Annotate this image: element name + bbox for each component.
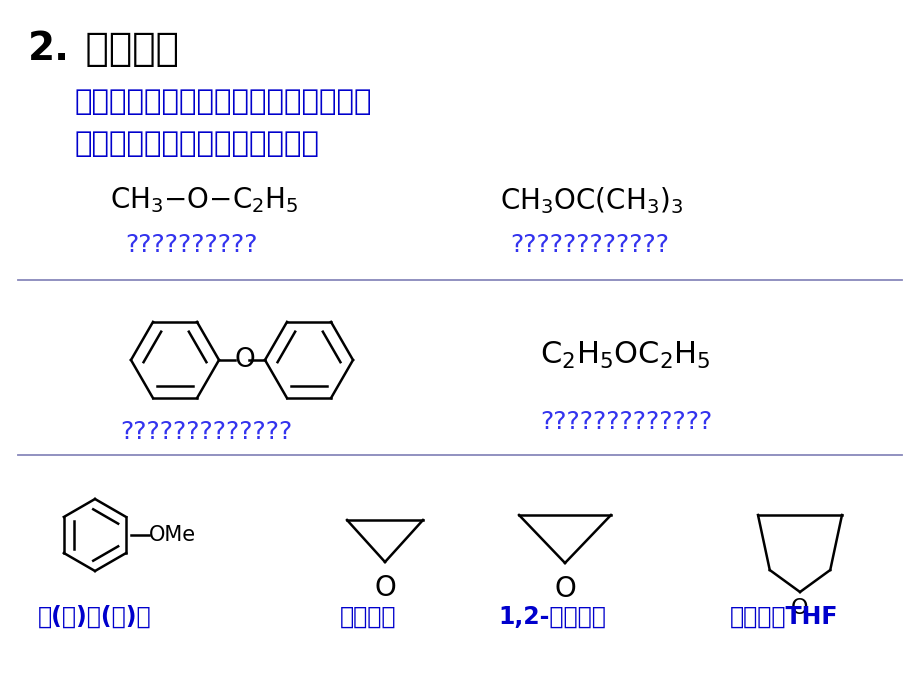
- Text: 1,2-环氧丙烷: 1,2-环氧丙烷: [497, 605, 606, 629]
- Text: $\mathregular{CH_3OC(CH_3)_3}$: $\mathregular{CH_3OC(CH_3)_3}$: [499, 185, 683, 216]
- Text: 环氧乙烷: 环氧乙烷: [340, 605, 396, 629]
- Text: ??????????: ??????????: [125, 233, 257, 257]
- Text: 四氢呋喃THF: 四氢呋喃THF: [729, 605, 837, 629]
- Text: 苯(基)甲(基)醚: 苯(基)甲(基)醚: [38, 605, 152, 629]
- Text: ?????????????: ?????????????: [539, 410, 711, 434]
- Text: 醚的命名: 醚的命名: [72, 30, 179, 68]
- Text: ????????????: ????????????: [509, 233, 668, 257]
- Text: $\mathregular{CH_3{-}O{-}C_2H_5}$: $\mathregular{CH_3{-}O{-}C_2H_5}$: [110, 185, 299, 215]
- Text: $\mathregular{C_2H_5OC_2H_5}$: $\mathregular{C_2H_5OC_2H_5}$: [539, 340, 710, 371]
- Text: O: O: [790, 598, 808, 618]
- Text: 2.: 2.: [28, 30, 70, 68]
- Text: O: O: [553, 575, 575, 603]
- Text: O: O: [234, 347, 255, 373]
- Text: O: O: [374, 574, 395, 602]
- Text: ?????????????: ?????????????: [119, 420, 292, 444]
- Text: 按次序规则，英文按字母顺序。: 按次序规则，英文按字母顺序。: [75, 130, 320, 158]
- Text: 两个烃基名＋醚。两个烃基名中文一般: 两个烃基名＋醚。两个烃基名中文一般: [75, 88, 372, 116]
- Text: OMe: OMe: [149, 525, 196, 545]
